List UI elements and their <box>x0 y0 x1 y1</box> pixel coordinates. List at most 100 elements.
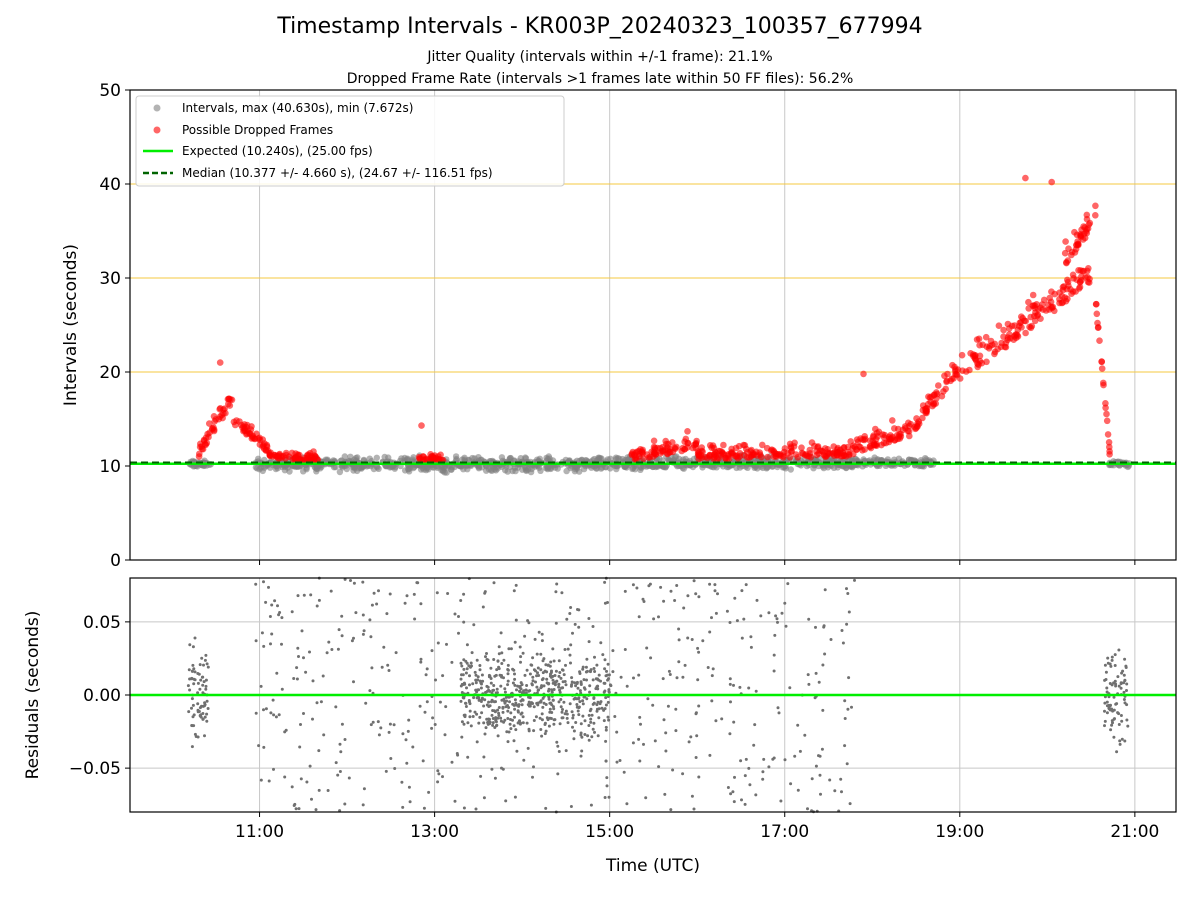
residual-point <box>1110 723 1114 727</box>
residual-point <box>806 673 810 677</box>
residual-point <box>604 759 608 763</box>
dropped-frame-point <box>696 452 703 460</box>
dropped-frame-point <box>1102 400 1109 407</box>
dropped-frame-point <box>665 440 672 448</box>
dropped-frame-point <box>889 417 896 424</box>
residual-point <box>504 705 508 709</box>
residual-point <box>491 723 495 727</box>
residual-point <box>662 599 666 603</box>
residual-point <box>262 644 266 648</box>
residual-point <box>762 757 766 761</box>
dropped-frame-point <box>639 448 646 455</box>
x-tick-label: 19:00 <box>935 822 984 842</box>
residual-point <box>475 740 479 744</box>
residual-point <box>512 724 516 728</box>
residual-point <box>843 717 847 720</box>
residual-point <box>664 749 668 753</box>
residual-point <box>254 711 258 715</box>
residual-point <box>547 697 551 701</box>
residual-point <box>569 684 573 688</box>
dropped-frame-point <box>216 359 224 366</box>
residual-point <box>740 589 744 593</box>
residual-point <box>496 734 500 738</box>
residual-point <box>461 683 465 686</box>
residual-point <box>509 711 513 715</box>
residual-point <box>309 593 313 597</box>
residual-point <box>692 807 696 811</box>
residual-point <box>697 595 701 599</box>
residual-point <box>590 735 594 739</box>
residual-point <box>597 673 601 677</box>
residual-point <box>327 640 331 644</box>
residual-point <box>1114 702 1118 706</box>
residual-point <box>299 723 302 726</box>
residual-point <box>404 738 408 742</box>
residual-point <box>1103 709 1106 713</box>
residual-point <box>814 764 818 768</box>
residual-point <box>570 676 574 680</box>
dropped-frame-point <box>1002 343 1010 351</box>
dropped-frame-point <box>1018 313 1025 321</box>
interval-point <box>373 454 380 461</box>
dropped-frame-point <box>894 425 902 433</box>
residual-point <box>523 673 527 677</box>
residual-point <box>570 710 574 714</box>
residual-point <box>604 728 608 732</box>
residual-point <box>465 667 469 671</box>
dropped-frame-point <box>1103 410 1110 418</box>
residual-point <box>514 701 518 705</box>
residual-point <box>512 589 516 593</box>
residual-point <box>759 614 763 618</box>
residual-point <box>203 658 207 662</box>
chart-subtitle-jitter: Jitter Quality (intervals within +/-1 fr… <box>427 49 773 65</box>
dropped-frame-point <box>220 406 227 413</box>
dropped-frame-point <box>857 435 864 442</box>
residual-point <box>840 790 843 794</box>
residual-point <box>565 617 569 621</box>
residual-point <box>482 721 486 725</box>
residual-point <box>486 658 490 662</box>
residual-point <box>295 666 299 670</box>
residual-point <box>549 660 553 664</box>
interval-point <box>410 454 417 461</box>
residual-point <box>803 733 807 737</box>
residual-point <box>526 619 530 623</box>
residual-point <box>637 615 641 619</box>
residual-point <box>482 704 486 708</box>
residual-point <box>807 682 811 686</box>
residual-point <box>1105 711 1109 715</box>
residual-point <box>1117 684 1121 688</box>
residual-point <box>469 661 473 665</box>
dropped-frame-point <box>712 449 720 457</box>
residual-point <box>496 708 500 712</box>
residual-point <box>591 727 595 731</box>
residual-point <box>555 740 559 744</box>
residual-point <box>496 716 500 720</box>
residual-point <box>270 632 274 636</box>
residual-point <box>321 674 325 678</box>
residual-point <box>477 721 481 725</box>
residual-point <box>592 701 596 705</box>
dropped-frame-point <box>904 427 912 435</box>
residual-point <box>492 658 496 661</box>
residual-point <box>772 653 776 657</box>
residual-point <box>587 724 591 727</box>
residual-point <box>511 718 514 722</box>
residual-point <box>572 737 576 741</box>
residual-point <box>596 684 600 688</box>
residual-point <box>513 707 517 711</box>
dropped-frame-point <box>972 357 980 364</box>
residual-point <box>566 647 570 651</box>
residual-point <box>259 684 263 688</box>
residual-point <box>559 698 563 701</box>
dropped-frame-point <box>1056 299 1063 307</box>
residual-point <box>564 709 568 713</box>
residual-point <box>604 696 608 700</box>
residual-point <box>607 673 611 677</box>
dropped-frame-point <box>1083 211 1091 219</box>
residual-point <box>531 679 535 683</box>
residual-point <box>729 792 733 796</box>
residual-point <box>607 677 610 681</box>
residual-point <box>708 582 712 586</box>
residual-point <box>354 611 358 615</box>
